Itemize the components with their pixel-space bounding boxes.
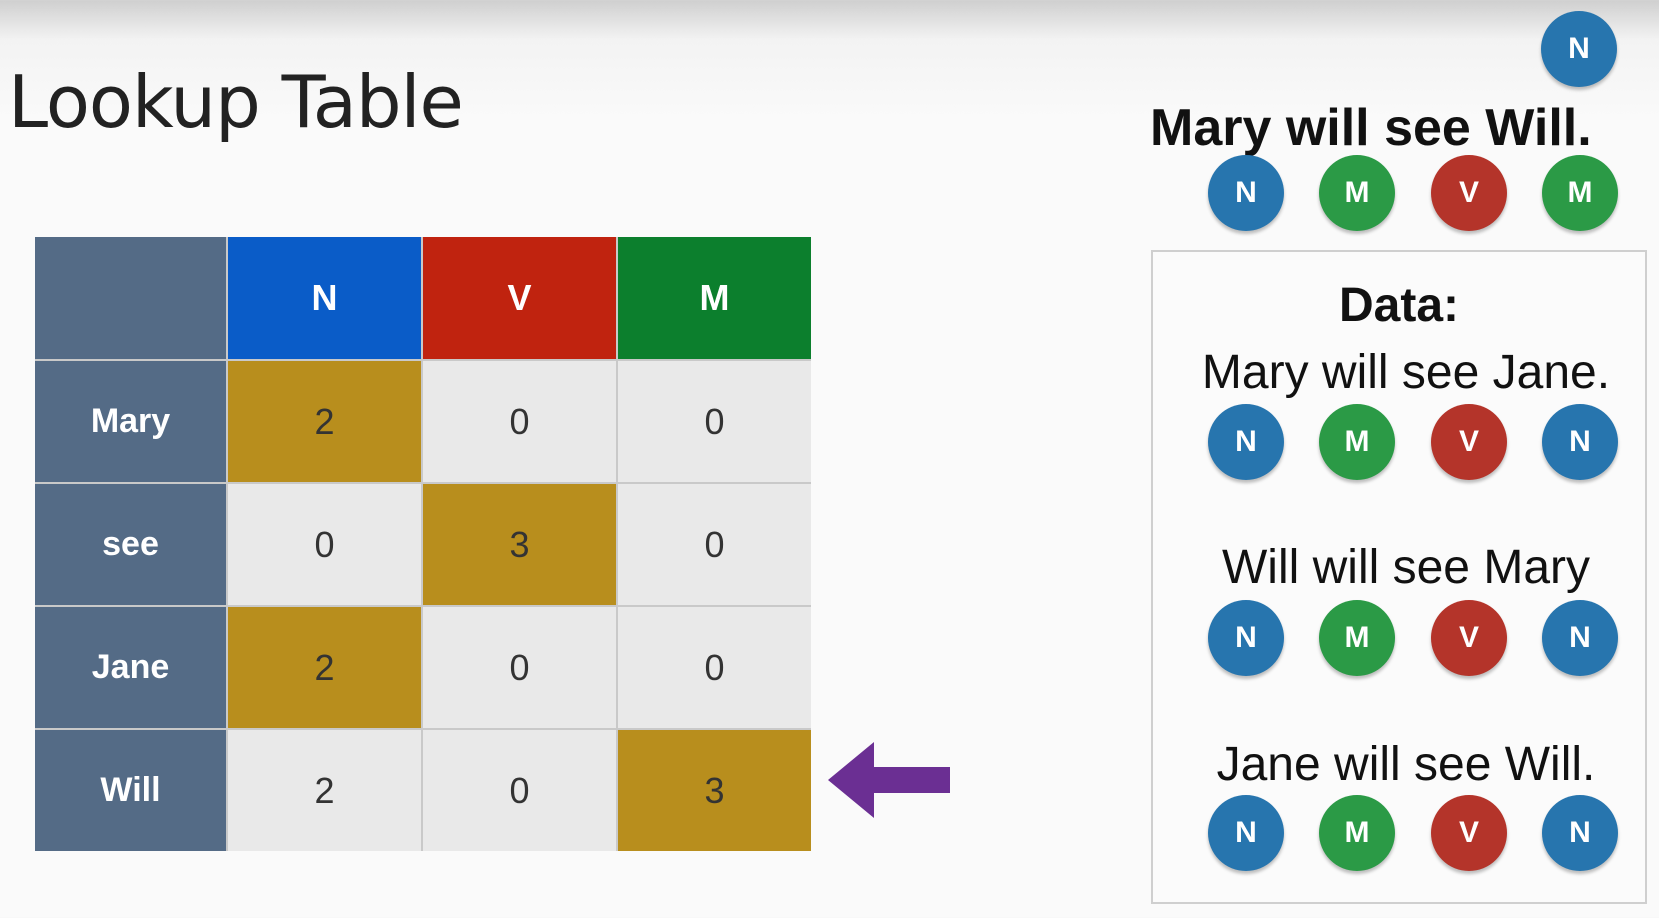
lookup-table: N V M Mary 2 0 0 see 0 3 0 Jane 2 0 0 Wi… xyxy=(35,237,811,851)
data-tag-bubble: N xyxy=(1542,404,1618,480)
data-tag-bubble: V xyxy=(1431,404,1507,480)
query-tag-bubble: M xyxy=(1542,155,1618,231)
data-sentence: Will will see Mary xyxy=(1221,541,1590,594)
table-cell: 2 xyxy=(228,607,421,728)
column-header-m: M xyxy=(618,237,811,359)
table-cell: 0 xyxy=(618,607,811,728)
arrow-shape xyxy=(828,742,950,818)
query-tag-bubble: N xyxy=(1208,155,1284,231)
table-cell: 0 xyxy=(228,484,421,605)
table-cell: 0 xyxy=(618,361,811,482)
table-cell: 0 xyxy=(423,607,616,728)
row-header-mary: Mary xyxy=(35,361,226,482)
row-header-jane: Jane xyxy=(35,607,226,728)
query-tag-bubble: V xyxy=(1431,155,1507,231)
data-title: Data: xyxy=(1338,279,1460,332)
data-tag-bubble: N xyxy=(1542,600,1618,676)
top-tag-bubble: N xyxy=(1541,11,1617,87)
data-tag-bubble: N xyxy=(1542,795,1618,871)
column-header-n: N xyxy=(228,237,421,359)
data-tag-bubble: M xyxy=(1319,600,1395,676)
left-arrow-icon xyxy=(828,742,950,818)
table-cell: 0 xyxy=(423,361,616,482)
table-cell: 2 xyxy=(228,730,421,851)
data-sentence: Jane will see Will. xyxy=(1216,738,1596,791)
data-tag-bubble: V xyxy=(1431,795,1507,871)
column-header-v: V xyxy=(423,237,616,359)
data-tag-bubble: M xyxy=(1319,795,1395,871)
data-tag-bubble: M xyxy=(1319,404,1395,480)
table-cell: 2 xyxy=(228,361,421,482)
data-panel xyxy=(1151,250,1647,904)
data-tag-bubble: N xyxy=(1208,795,1284,871)
query-tag-bubble: M xyxy=(1319,155,1395,231)
data-sentence: Mary will see Jane. xyxy=(1201,346,1611,399)
page-title: Lookup Table xyxy=(8,60,464,144)
data-tag-bubble: N xyxy=(1208,600,1284,676)
table-cell: 0 xyxy=(618,484,811,605)
query-sentence: Mary will see Will. xyxy=(1150,99,1592,157)
table-cell: 0 xyxy=(423,730,616,851)
table-cell: 3 xyxy=(618,730,811,851)
row-header-will: Will xyxy=(35,730,226,851)
data-tag-bubble: N xyxy=(1208,404,1284,480)
data-tag-bubble: V xyxy=(1431,600,1507,676)
row-header-see: see xyxy=(35,484,226,605)
table-cell: 3 xyxy=(423,484,616,605)
table-corner xyxy=(35,237,226,359)
